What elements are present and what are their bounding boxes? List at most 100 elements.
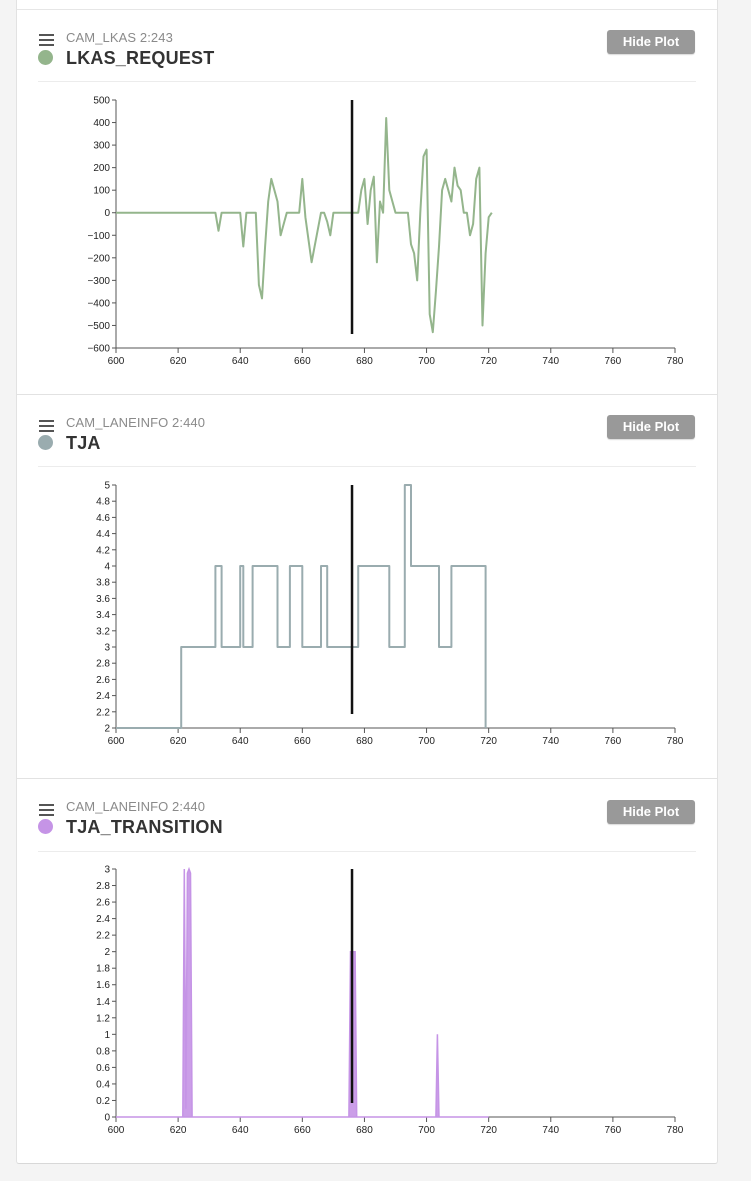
series-line (116, 484, 487, 729)
y-tick-label: 2.2 (96, 707, 110, 718)
y-tick-label: 400 (93, 118, 110, 129)
plot-panel-tja-transition: CAM_LANEINFO 2:440 TJA_TRANSITION Hide P… (16, 779, 718, 1164)
signal-name: LKAS_REQUEST (66, 48, 215, 68)
y-tick-label: 1 (104, 1030, 110, 1041)
y-tick-label: 1.8 (96, 964, 110, 975)
x-tick-label: 680 (356, 736, 373, 747)
hide-plot-button[interactable]: Hide Plot (607, 800, 695, 824)
y-tick-label: 0.6 (96, 1063, 110, 1074)
x-tick-label: 600 (108, 736, 125, 747)
x-tick-label: 780 (667, 736, 684, 747)
y-tick-label: −600 (87, 344, 110, 355)
y-tick-label: 2.8 (96, 659, 110, 670)
x-tick-label: 660 (294, 736, 311, 747)
series-area (116, 866, 489, 1118)
y-tick-label: 2.6 (96, 675, 110, 686)
drag-handle-icon[interactable] (39, 34, 54, 46)
x-tick-label: 620 (170, 1125, 187, 1136)
y-tick-label: 2 (104, 947, 110, 958)
x-tick-label: 600 (108, 1125, 125, 1136)
series-line (116, 117, 493, 334)
y-tick-label: 500 (93, 96, 110, 107)
x-tick-label: 700 (418, 356, 435, 367)
y-tick-label: 3 (104, 643, 110, 654)
panel-divider (17, 9, 717, 10)
header-separator (38, 466, 696, 467)
hide-plot-button[interactable]: Hide Plot (607, 30, 695, 54)
x-tick-label: 760 (605, 356, 622, 367)
drag-handle-icon[interactable] (39, 420, 54, 432)
y-tick-label: 0.8 (96, 1046, 110, 1057)
y-tick-label: 4 (104, 562, 110, 573)
signal-name: TJA_TRANSITION (66, 817, 223, 837)
x-tick-label: 720 (480, 1125, 497, 1136)
tja-transition-chart[interactable]: 3 2.8 2.6 2.4 2.2 2 1.8 1.6 1.4 1.2 1 0.8 0.6 0.4 0.2 0… (17, 859, 717, 1149)
y-tick-label: 0 (104, 208, 110, 219)
header-separator (38, 81, 696, 82)
x-tick-label: 640 (232, 1125, 249, 1136)
x-tick-label: 620 (170, 356, 187, 367)
x-tick-label: 780 (667, 356, 684, 367)
y-tick-label: 2.8 (96, 881, 110, 892)
y-tick-label: 0.2 (96, 1096, 110, 1107)
message-source-label: CAM_LANEINFO 2:440 (66, 415, 206, 430)
signal-color-dot (38, 819, 53, 834)
y-tick-label: 200 (93, 163, 110, 174)
y-tick-label: 4.4 (96, 529, 110, 540)
x-tick-label: 640 (232, 356, 249, 367)
y-tick-label: 3.2 (96, 626, 110, 637)
y-tick-label: −500 (87, 321, 110, 332)
x-tick-label: 740 (542, 736, 559, 747)
drag-handle-icon[interactable] (39, 804, 54, 816)
x-tick-label: 760 (605, 736, 622, 747)
x-tick-label: 700 (418, 1125, 435, 1136)
y-tick-label: −200 (87, 253, 110, 264)
y-tick-label: −400 (87, 298, 110, 309)
y-tick-label: 2.6 (96, 898, 110, 909)
y-tick-label: 300 (93, 141, 110, 152)
x-tick-label: 660 (294, 1125, 311, 1136)
y-tick-label: 0.4 (96, 1079, 110, 1090)
x-tick-label: 680 (356, 356, 373, 367)
y-tick-label: 3 (104, 865, 110, 876)
y-tick-label: 2.4 (96, 691, 110, 702)
x-tick-label: 640 (232, 736, 249, 747)
x-tick-label: 760 (605, 1125, 622, 1136)
signal-color-dot (38, 50, 53, 65)
y-tick-label: 2.2 (96, 931, 110, 942)
hide-plot-button[interactable]: Hide Plot (607, 415, 695, 439)
signal-name: TJA (66, 433, 101, 453)
y-tick-label: 3.8 (96, 578, 110, 589)
y-tick-label: 2.4 (96, 914, 110, 925)
y-tick-label: 3.4 (96, 610, 110, 621)
y-tick-label: 5 (104, 481, 110, 492)
y-tick-label: −100 (87, 231, 110, 242)
message-source-label: CAM_LKAS 2:243 (66, 30, 173, 45)
x-tick-label: 720 (480, 736, 497, 747)
y-tick-label: 100 (93, 186, 110, 197)
y-tick-label: 4.6 (96, 513, 110, 524)
y-tick-label: 0 (104, 1113, 110, 1124)
x-tick-label: 680 (356, 1125, 373, 1136)
header-separator (38, 851, 696, 852)
plot-panel-lkas-request: CAM_LKAS 2:243 LKAS_REQUEST Hide Plot 50… (16, 0, 718, 395)
y-tick-label: 1.6 (96, 980, 110, 991)
y-tick-label: 4.2 (96, 545, 110, 556)
x-tick-label: 700 (418, 736, 435, 747)
x-tick-label: 660 (294, 356, 311, 367)
tja-chart[interactable]: 5 4.8 4.6 4.4 4.2 4 3.8 3.6 3.4 3.2 3 2.8 2.6 2.4 2.2 2… (17, 475, 717, 765)
plot-panel-tja: CAM_LANEINFO 2:440 TJA Hide Plot 5 4.8 4.6… (16, 395, 718, 779)
y-tick-label: 3.6 (96, 594, 110, 605)
y-tick-label: 4.8 (96, 497, 110, 508)
x-tick-label: 620 (170, 736, 187, 747)
signal-color-dot (38, 435, 53, 450)
message-source-label: CAM_LANEINFO 2:440 (66, 799, 206, 814)
y-tick-label: −300 (87, 276, 110, 287)
y-tick-label: 2 (104, 724, 110, 735)
lkas-request-chart[interactable]: 500 400 300 200 100 0 −100 −200 −300 −400 −500 −600… (17, 90, 717, 380)
x-tick-label: 780 (667, 1125, 684, 1136)
x-tick-label: 720 (480, 356, 497, 367)
y-tick-label: 1.2 (96, 1013, 110, 1024)
x-tick-label: 740 (542, 1125, 559, 1136)
y-tick-label: 1.4 (96, 997, 110, 1008)
